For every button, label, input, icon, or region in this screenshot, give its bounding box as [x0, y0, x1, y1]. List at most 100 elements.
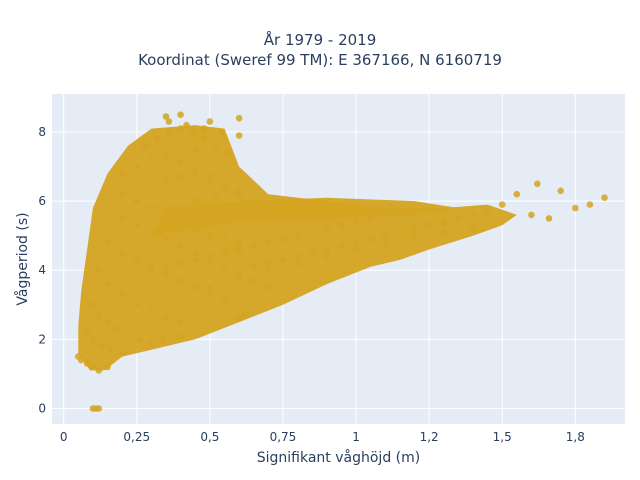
data-point	[235, 246, 243, 253]
data-point	[498, 201, 506, 208]
data-point	[77, 356, 85, 364]
data-point	[192, 256, 199, 264]
data-point	[206, 177, 214, 184]
data-point	[557, 187, 564, 195]
data-point	[279, 256, 287, 264]
data-point	[221, 249, 228, 257]
data-point	[455, 215, 462, 222]
x-tick-label: 1,8	[566, 430, 585, 444]
data-point	[586, 201, 594, 208]
y-tick-label: 2	[38, 332, 46, 346]
x-tick-label: 0,75	[270, 430, 297, 444]
dense-point-region	[78, 125, 517, 371]
data-point	[250, 242, 257, 250]
data-point	[206, 232, 214, 239]
data-point	[118, 291, 126, 298]
data-point	[177, 218, 184, 226]
data-point	[148, 156, 155, 163]
data-point	[148, 308, 155, 316]
data-point	[396, 228, 404, 236]
data-point	[162, 211, 170, 219]
data-point	[162, 270, 170, 278]
data-point	[177, 332, 184, 340]
data-point	[177, 260, 184, 267]
data-point	[133, 256, 141, 264]
data-point	[218, 128, 225, 136]
data-point	[367, 235, 375, 243]
data-point	[192, 225, 199, 233]
data-point	[133, 301, 141, 309]
data-point	[545, 215, 553, 222]
data-point	[265, 284, 272, 291]
data-point	[177, 277, 184, 284]
data-point	[133, 197, 141, 205]
data-point	[177, 111, 184, 118]
data-point	[221, 235, 228, 243]
data-point	[162, 263, 170, 271]
data-point	[206, 284, 214, 291]
data-point	[513, 190, 521, 198]
data-points	[75, 111, 608, 412]
x-axis-label: Signifikant våghöjd (m)	[257, 449, 420, 466]
data-point	[183, 121, 190, 129]
data-point	[235, 273, 243, 281]
data-point	[200, 125, 208, 132]
y-tick-label: 4	[38, 263, 46, 277]
data-point	[104, 318, 111, 326]
x-tick-label: 0,25	[123, 430, 150, 444]
y-tick-label: 6	[38, 194, 46, 208]
data-point	[411, 232, 418, 239]
y-axis-ticks: 0 2 4 6 8	[38, 125, 46, 415]
data-point	[189, 128, 196, 136]
data-point	[165, 128, 173, 136]
x-tick-label: 1,5	[493, 430, 512, 444]
data-point	[338, 222, 345, 229]
density-cloud	[78, 125, 517, 371]
data-point	[323, 225, 331, 233]
data-point	[107, 346, 114, 354]
data-point	[148, 339, 155, 347]
data-point	[352, 239, 360, 246]
data-point	[89, 363, 97, 371]
data-point	[148, 228, 155, 236]
data-point	[484, 208, 491, 215]
data-point	[235, 315, 243, 322]
data-point	[95, 367, 103, 374]
data-point	[235, 114, 243, 122]
data-point	[95, 311, 103, 319]
data-point	[148, 266, 155, 274]
data-point	[104, 280, 111, 288]
data-point	[572, 204, 579, 212]
data-point	[192, 284, 199, 291]
data-point	[221, 263, 228, 271]
data-point	[162, 315, 170, 322]
data-point	[235, 132, 243, 139]
data-point	[124, 332, 132, 340]
data-point	[113, 325, 120, 333]
data-point	[118, 349, 126, 357]
data-point	[192, 249, 199, 257]
data-point	[528, 211, 535, 219]
data-point	[221, 298, 228, 305]
data-point	[177, 125, 184, 132]
data-point	[83, 360, 91, 367]
data-point	[153, 135, 161, 143]
chart-title-line-1: År 1979 - 2019	[263, 31, 377, 49]
data-point	[162, 177, 170, 184]
data-point	[221, 184, 228, 191]
data-point	[200, 135, 208, 143]
data-point	[148, 180, 155, 188]
data-point	[294, 253, 301, 260]
data-point	[294, 260, 301, 267]
x-axis-ticks: 0 0,25 0,5 0,75 1 1,2 1,5 1,8	[60, 430, 585, 444]
data-point	[98, 343, 105, 350]
data-point	[352, 218, 360, 226]
data-point	[165, 118, 173, 125]
data-point	[83, 329, 91, 336]
y-tick-label: 0	[38, 401, 46, 415]
data-point	[279, 235, 287, 243]
data-point	[382, 211, 389, 219]
dense-point-region	[151, 197, 459, 236]
x-tick-label: 1,2	[420, 430, 439, 444]
